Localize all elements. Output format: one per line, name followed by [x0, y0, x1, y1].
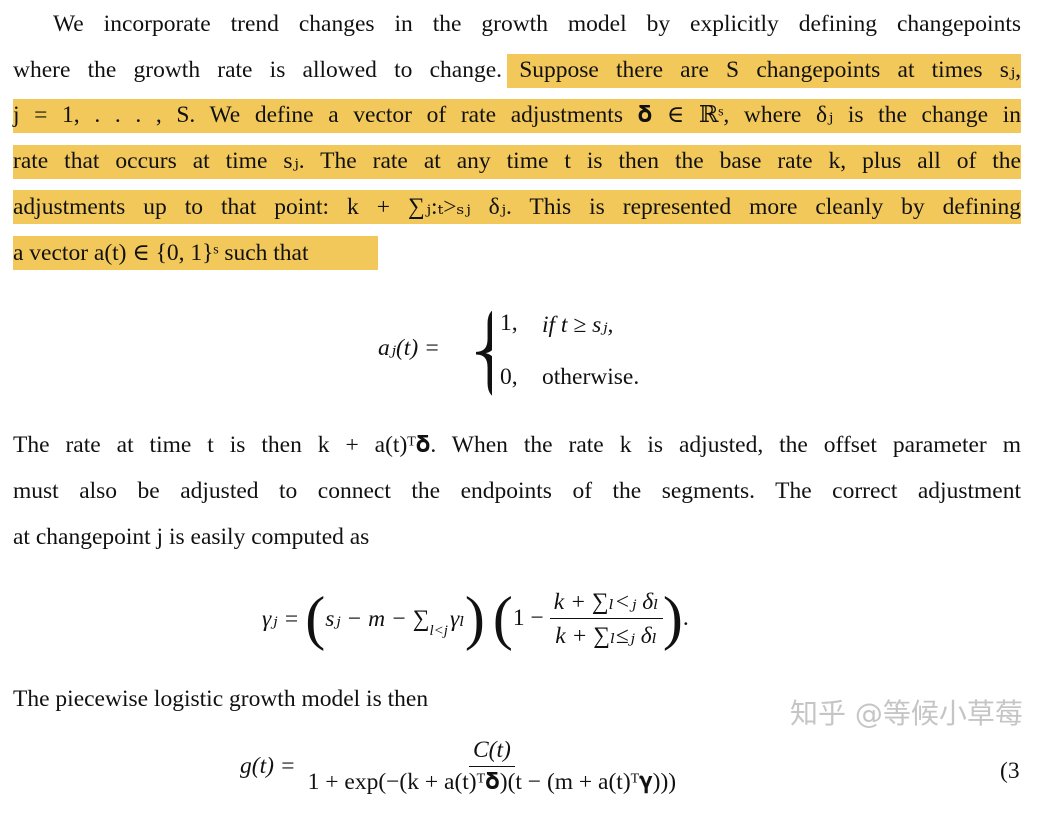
denominator: 1 + exp(−(k + a(t)ᵀ𝛅)(t − (m + a(t)ᵀ𝛄))) — [307, 769, 677, 795]
left-brace: { — [466, 292, 492, 402]
text-line: adjustments up to that point: k + ∑ⱼ:ₜ>ₛ… — [13, 194, 1021, 220]
text-line: j = 1, . . . , S. We define a vector of … — [13, 102, 1021, 128]
case-condition: if t ≥ sⱼ, — [542, 312, 614, 338]
text-line: a vector a(t) ∈ {0, 1}ˢ such that — [13, 240, 309, 266]
highlight — [13, 145, 1021, 179]
watermark: 知乎 @等候小草莓 — [790, 697, 1023, 730]
text-line: where the growth rate is allowed to chan… — [13, 57, 1021, 83]
second-prefix: 1 − — [512, 604, 544, 631]
period: . — [682, 604, 689, 631]
text-line: We incorporate trend changes in the grow… — [53, 11, 1021, 37]
equation-logistic: g(t) = C(t) 1 + exp(−(k + a(t)ᵀ𝛅)(t − (m… — [240, 737, 680, 796]
text-line: The piecewise logistic growth model is t… — [13, 686, 429, 712]
case-condition: otherwise. — [542, 364, 640, 390]
highlight — [507, 54, 1021, 88]
equation-number: (3 — [1000, 758, 1020, 784]
numerator: C(t) — [468, 737, 515, 767]
highlight — [13, 99, 1021, 133]
case-row: 0, otherwise. — [500, 364, 639, 391]
equation-lhs: g(t) = — [240, 753, 296, 779]
fraction: k + ∑ₗ<ⱼ δₗ k + ∑ₗ≤ⱼ δₗ — [549, 587, 663, 650]
text-line: must also be adjusted to connect the end… — [13, 478, 1021, 504]
highlight — [13, 190, 1021, 224]
highlight — [13, 236, 378, 270]
sum-subscript: l<j — [429, 622, 448, 639]
left-paren: ( — [492, 585, 513, 651]
denominator: k + ∑ₗ≤ⱼ δₗ — [555, 622, 658, 649]
left-paren: ( — [305, 585, 326, 651]
case-value: 0, — [500, 364, 518, 390]
fraction: C(t) 1 + exp(−(k + a(t)ᵀ𝛅)(t − (m + a(t)… — [304, 737, 680, 796]
first-factor: sⱼ − m − ∑ — [325, 605, 430, 632]
text-line: The rate at time t is then k + a(t)ᵀ𝛅. W… — [13, 432, 1021, 458]
text-line: at changepoint j is easily computed as — [13, 524, 370, 550]
case-value: 1, — [500, 310, 518, 336]
numerator: k + ∑ₗ<ⱼ δₗ — [549, 587, 663, 619]
equation-lhs: aⱼ(t) = — [378, 335, 440, 361]
sum-term: γₗ — [449, 605, 465, 632]
right-paren: ) — [464, 585, 485, 651]
case-row: 1, if t ≥ sⱼ, — [500, 310, 613, 338]
right-paren: ) — [662, 585, 683, 651]
equation-lhs: γⱼ = — [262, 605, 300, 632]
text-line: rate that occurs at time sⱼ. The rate at… — [13, 148, 1021, 174]
equation-gamma: γⱼ = ( sⱼ − m − ∑ l<j γₗ ) ( 1 − k + ∑ₗ<… — [262, 583, 689, 653]
equation-lhs-wrapper: aⱼ(t) = — [378, 333, 440, 362]
